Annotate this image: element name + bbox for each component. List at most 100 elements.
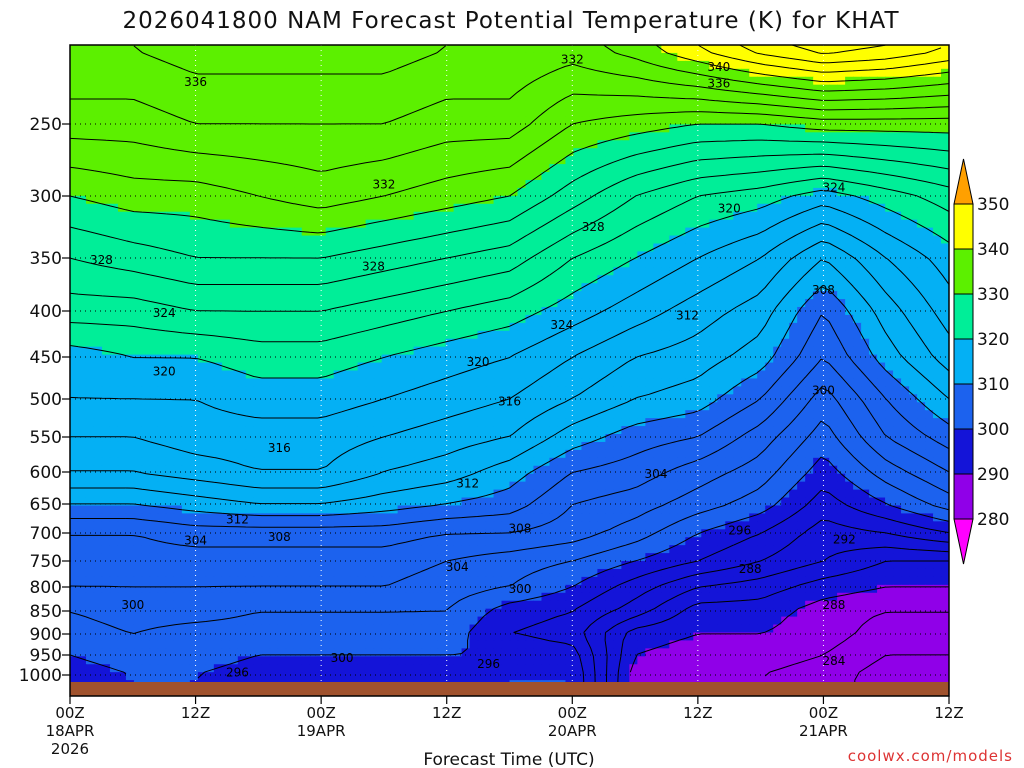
field-cell [317,259,327,268]
field-cell [429,164,439,173]
field-cell [933,203,942,213]
field-cell [573,100,583,110]
field-cell [429,172,439,181]
field-cell [797,299,806,308]
field-cell [581,68,591,78]
field-cell [421,354,431,364]
field-cell [245,314,255,324]
field-cell [773,45,782,54]
field-cell [229,314,239,324]
field-cell [613,291,622,300]
field-cell [533,322,543,332]
field-cell [205,187,215,197]
field-cell [389,338,399,348]
field-cell [461,219,471,229]
field-cell [317,338,327,348]
field-cell [829,394,838,403]
field-cell [501,386,511,395]
field-cell [125,92,135,102]
field-cell [205,227,215,237]
field-cell [165,172,175,181]
field-cell [117,116,127,125]
field-cell [133,148,143,157]
field-cell [293,76,303,86]
field-cell [381,259,391,268]
field-cell [293,45,303,54]
field-cell [853,76,862,86]
field-cell [821,52,830,62]
field-cell [749,314,758,324]
field-cell [421,338,431,348]
field-cell [781,283,790,292]
field-cell [469,259,479,268]
field-cell [813,235,822,245]
field-cell [277,211,287,221]
field-cell [165,330,175,340]
field-cell [77,60,87,70]
field-cell [605,195,614,205]
field-cell [621,386,630,395]
field-cell [629,68,638,78]
field-cell [877,140,886,149]
field-cell [365,267,375,276]
field-cell [757,100,766,110]
field-cell [277,219,287,229]
field-cell [229,346,239,356]
field-cell [445,164,455,173]
field-cell [677,370,686,380]
field-cell [709,156,718,165]
field-cell [565,235,575,245]
field-cell [717,132,726,141]
field-cell [397,45,407,54]
field-cell [453,291,463,300]
field-cell [485,60,495,70]
field-cell [645,227,654,237]
field-cell [269,259,279,268]
field-cell [925,299,934,308]
field-cell [781,275,790,284]
field-cell [717,227,726,237]
field-cell [613,116,622,125]
field-cell [733,330,742,340]
field-cell [293,299,303,308]
field-cell [669,370,678,380]
field-cell [733,100,742,110]
field-cell [677,394,686,403]
field-cell [853,108,862,118]
field-cell [685,76,694,86]
field-cell [165,322,175,332]
field-cell [293,164,303,173]
field-cell [437,52,447,62]
field-cell [373,346,383,356]
field-cell [237,92,247,102]
field-cell [205,267,215,276]
field-cell [429,338,439,348]
field-cell [581,386,591,395]
field-cell [565,259,575,268]
field-cell [765,346,774,356]
field-cell [253,251,263,260]
field-cell [349,370,359,380]
field-cell [749,330,758,340]
field-cell [453,179,463,189]
field-cell [309,314,319,324]
field-cell [685,132,694,141]
field-cell [157,92,167,102]
field-cell [717,386,726,395]
field-cell [877,378,886,387]
field-cell [789,124,798,133]
field-cell [853,60,862,70]
field-cell [541,156,551,165]
field-cell [725,92,734,102]
field-cell [629,267,638,276]
field-cell [933,314,942,324]
field-cell [717,68,726,78]
field-cell [261,60,271,70]
field-cell [237,322,247,332]
field-cell [525,346,535,356]
field-cell [765,267,774,276]
field-cell [549,243,559,253]
field-cell [661,68,670,78]
field-cell [261,227,271,237]
field-cell [173,330,183,340]
